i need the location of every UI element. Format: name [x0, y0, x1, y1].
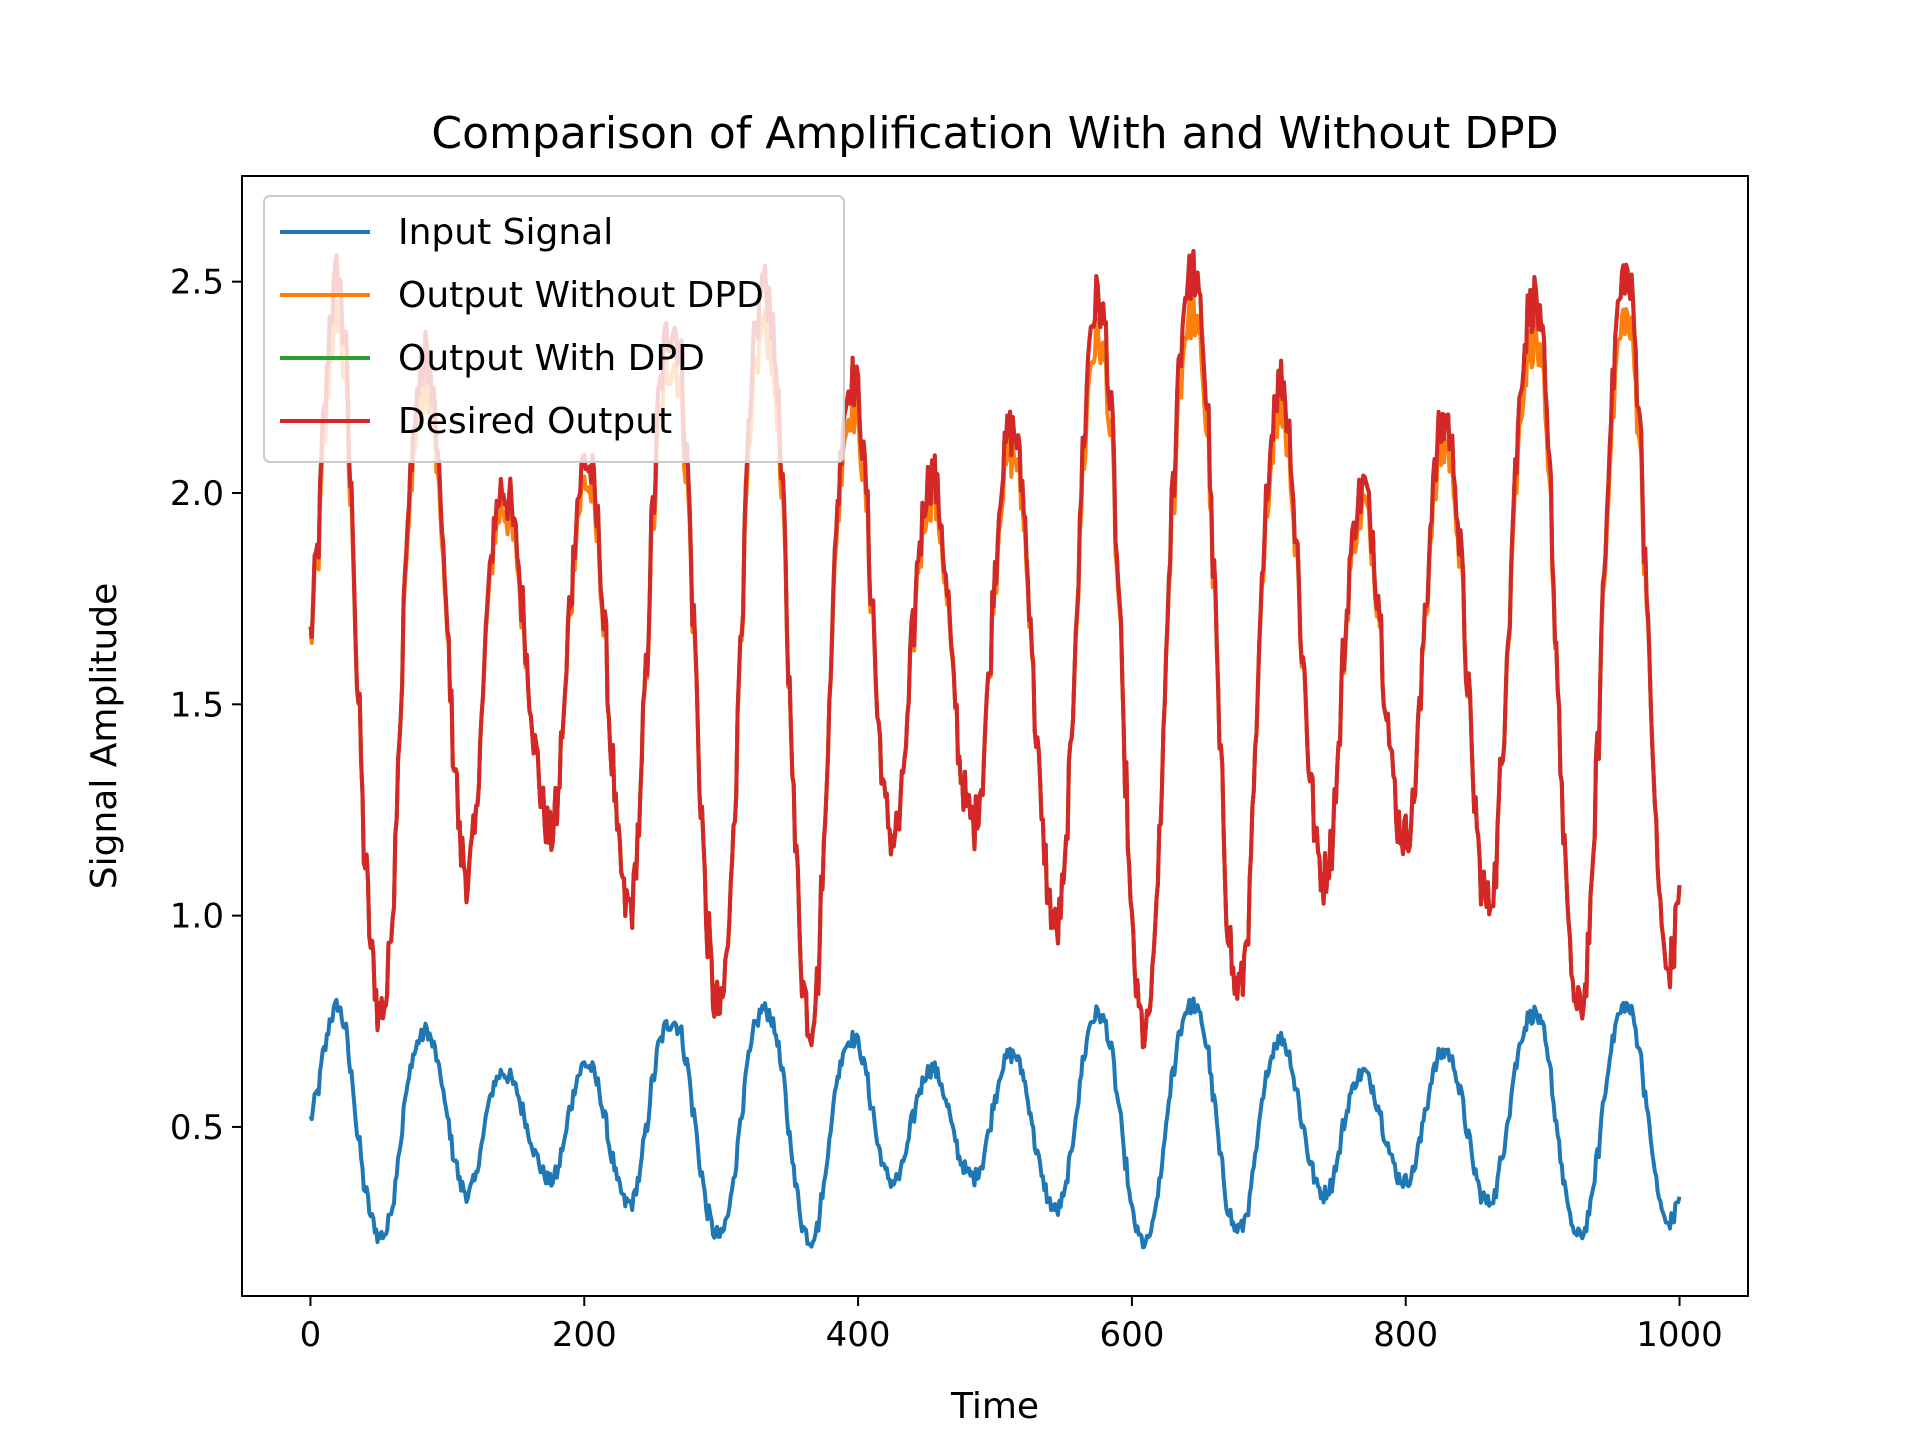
x-axis-label: Time — [950, 1386, 1039, 1427]
series-line-input-signal — [308, 996, 1682, 1250]
legend-label: Output With DPD — [398, 338, 705, 379]
x-tick-label: 400 — [826, 1315, 891, 1355]
y-axis-label: Signal Amplitude — [84, 583, 125, 890]
x-tick-label: 800 — [1373, 1315, 1438, 1355]
x-tick-label: 200 — [552, 1315, 617, 1355]
legend-label: Desired Output — [398, 401, 672, 442]
y-tick-label: 2.0 — [170, 474, 224, 514]
series-line-desired-output — [308, 249, 1682, 1050]
y-tick-label: 0.5 — [170, 1108, 224, 1148]
y-tick-label: 2.5 — [170, 263, 224, 303]
legend-label: Input Signal — [398, 212, 613, 253]
legend-box — [263, 195, 845, 463]
x-tick-label: 600 — [1099, 1315, 1164, 1355]
y-tick-label: 1.5 — [170, 685, 224, 725]
series-layer — [308, 249, 1682, 1250]
x-tick-label: 0 — [300, 1315, 322, 1355]
y-axis: 0.5 1.0 1.5 2.0 2.5 — [170, 263, 242, 1148]
x-axis: 0 200 400 600 800 1000 — [300, 1296, 1723, 1355]
x-tick-label: 1000 — [1636, 1315, 1723, 1355]
chart-title: Comparison of Amplification With and Wit… — [431, 108, 1558, 159]
legend: Input Signal Output Without DPD Output Wit… — [263, 195, 845, 463]
plot-frame — [241, 175, 1749, 1297]
legend-label: Output Without DPD — [398, 275, 764, 316]
y-tick-label: 1.0 — [170, 897, 224, 937]
